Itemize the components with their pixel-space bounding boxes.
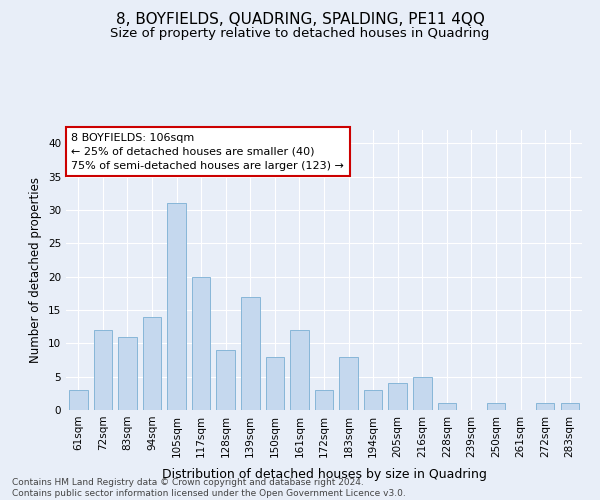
X-axis label: Distribution of detached houses by size in Quadring: Distribution of detached houses by size … — [161, 468, 487, 481]
Bar — [413, 376, 431, 410]
Bar — [437, 404, 456, 410]
Bar — [536, 404, 554, 410]
Bar — [340, 356, 358, 410]
Text: Size of property relative to detached houses in Quadring: Size of property relative to detached ho… — [110, 28, 490, 40]
Bar — [192, 276, 211, 410]
Bar — [315, 390, 333, 410]
Bar — [69, 390, 88, 410]
Bar — [389, 384, 407, 410]
Bar — [364, 390, 382, 410]
Text: 8 BOYFIELDS: 106sqm
← 25% of detached houses are smaller (40)
75% of semi-detach: 8 BOYFIELDS: 106sqm ← 25% of detached ho… — [71, 133, 344, 171]
Bar — [217, 350, 235, 410]
Bar — [487, 404, 505, 410]
Text: 8, BOYFIELDS, QUADRING, SPALDING, PE11 4QQ: 8, BOYFIELDS, QUADRING, SPALDING, PE11 4… — [116, 12, 484, 28]
Bar — [241, 296, 260, 410]
Bar — [266, 356, 284, 410]
Bar — [94, 330, 112, 410]
Bar — [290, 330, 308, 410]
Bar — [167, 204, 186, 410]
Bar — [560, 404, 579, 410]
Bar — [118, 336, 137, 410]
Y-axis label: Number of detached properties: Number of detached properties — [29, 177, 43, 363]
Text: Contains HM Land Registry data © Crown copyright and database right 2024.
Contai: Contains HM Land Registry data © Crown c… — [12, 478, 406, 498]
Bar — [143, 316, 161, 410]
